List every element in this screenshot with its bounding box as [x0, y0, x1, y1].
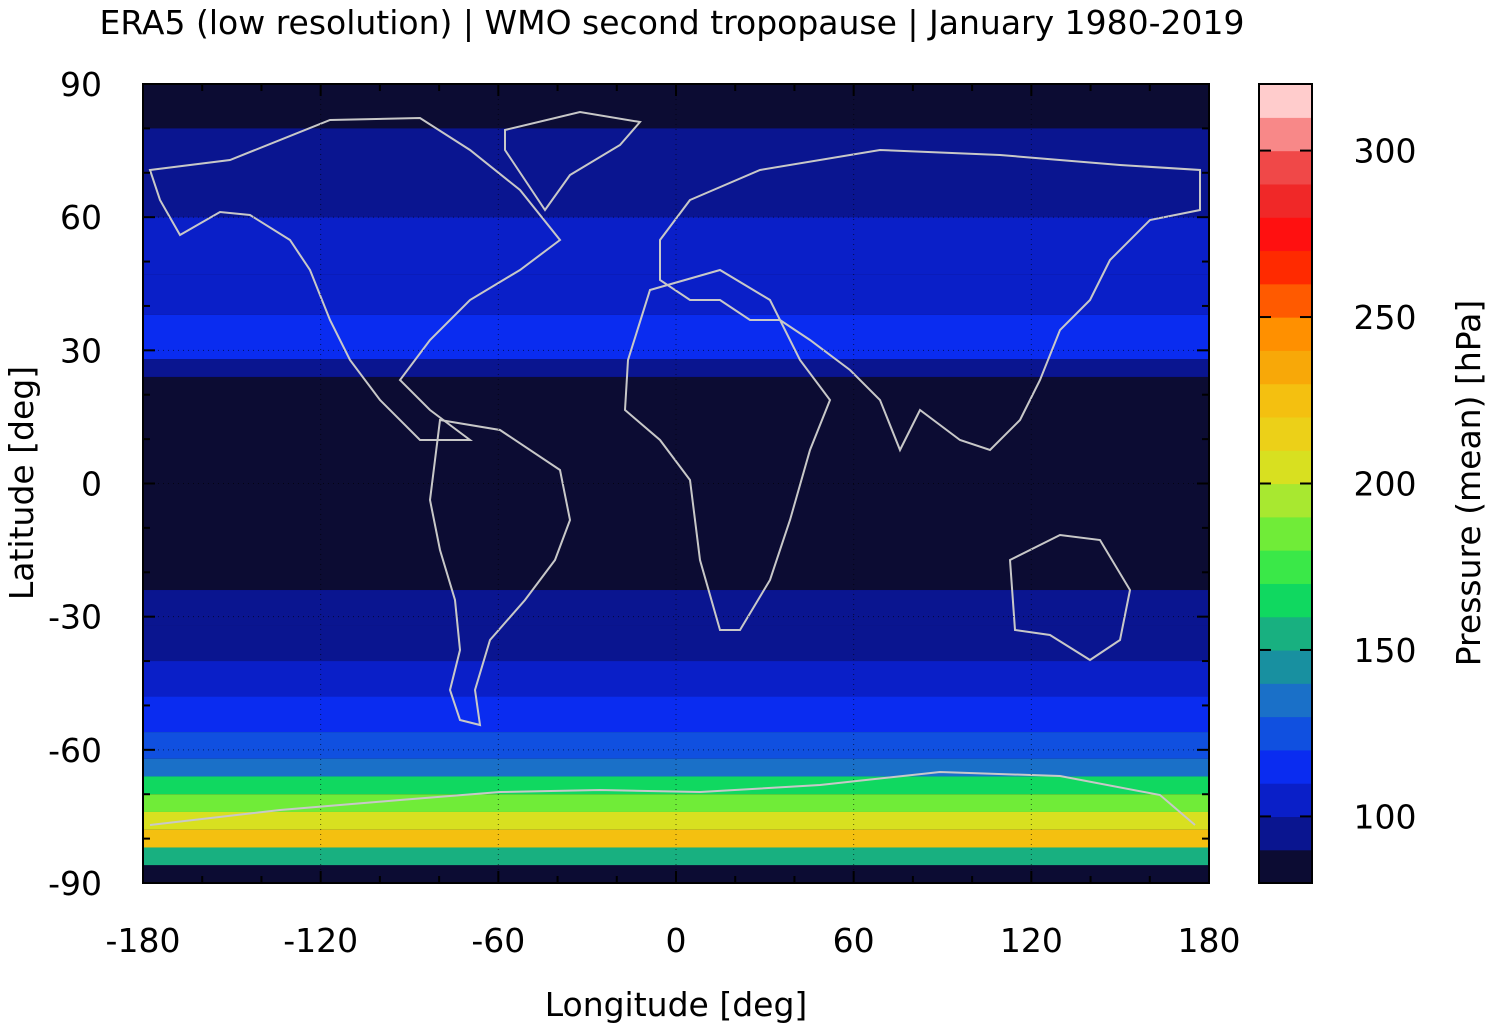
y-tick-label-4: -30	[48, 598, 102, 637]
colorbar-level-9	[1259, 550, 1312, 584]
x-tick-label-3: 0	[666, 921, 687, 960]
tick-marks	[142, 83, 1210, 884]
y-tick-label-2: 30	[60, 331, 102, 370]
colorbar-level-13	[1259, 416, 1312, 451]
colorbar-tick-label-0: 100	[1354, 797, 1417, 836]
colorbar-level-6	[1259, 649, 1312, 684]
colorbar-level-20	[1259, 183, 1312, 218]
grid-lines	[143, 84, 1209, 883]
colorbar-ticks: 100 150 200 250 300	[1259, 132, 1417, 836]
coastline-north-america	[148, 116, 562, 441]
colorbar-level-7	[1259, 616, 1312, 651]
coastline-greenland	[504, 110, 642, 212]
coastline-eurasia	[659, 148, 1201, 453]
heatmap-band-9	[143, 661, 1209, 697]
heatmap-band-13	[143, 776, 1209, 795]
heatmap-bands	[143, 84, 1209, 883]
y-tick-label-3: 0	[81, 465, 102, 504]
colorbar-level-22	[1259, 117, 1312, 152]
colorbar-level-2	[1259, 783, 1312, 818]
heatmap-band-1	[143, 128, 1209, 218]
colorbar-tick-label-1: 150	[1354, 631, 1417, 670]
colorbar-label: Pressure (mean) [hPa]	[1449, 300, 1488, 667]
colorbar-levels	[1259, 84, 1312, 884]
plot-area	[142, 83, 1210, 884]
colorbar-tick-label-2: 200	[1354, 465, 1417, 504]
colorbar-level-5	[1259, 683, 1312, 718]
coastline-africa	[623, 268, 832, 631]
heatmap-band-5	[143, 359, 1209, 377]
colorbar-level-8	[1259, 583, 1312, 618]
y-tick-label-0: 90	[60, 65, 102, 104]
x-tick-labels: -180 -120 -60 0 60 120 180	[106, 921, 1241, 960]
heatmap-band-12	[143, 758, 1209, 777]
colorbar-level-19	[1259, 217, 1312, 252]
heatmap-band-8	[143, 625, 1209, 662]
y-axis-label: Latitude [deg]	[2, 366, 41, 600]
colorbar-level-21	[1259, 150, 1312, 185]
x-tick-label-2: -60	[471, 921, 525, 960]
x-tick-label-4: 60	[833, 921, 875, 960]
colorbar-level-17	[1259, 283, 1312, 318]
colorbar-level-4	[1259, 716, 1312, 751]
colorbar-level-10	[1259, 516, 1312, 551]
x-axis-label: Longitude [deg]	[545, 985, 808, 1024]
colorbar-level-23	[1259, 84, 1312, 118]
colorbar-level-1	[1259, 816, 1312, 851]
x-tick-label-5: 120	[1000, 921, 1063, 960]
heatmap-band-4	[143, 314, 1209, 360]
colorbar-level-15	[1259, 350, 1312, 385]
x-tick-label-6: 180	[1178, 921, 1241, 960]
y-tick-labels: 90 60 30 0 -30 -60 -90	[48, 65, 102, 903]
heatmap-band-16	[143, 829, 1209, 848]
colorbar-level-3	[1259, 749, 1312, 784]
coastline-south-america	[428, 418, 572, 727]
colorbar-level-16	[1259, 317, 1312, 351]
x-tick-label-0: -180	[106, 921, 181, 960]
colorbar-level-14	[1259, 383, 1312, 418]
colorbar-level-11	[1259, 483, 1312, 518]
chart-title: ERA5 (low resolution) | WMO second tropo…	[99, 3, 1244, 42]
coastlines	[148, 110, 1201, 826]
heatmap-band-6	[143, 376, 1209, 591]
heatmap-band-7	[143, 590, 1209, 626]
colorbar-tick-label-4: 300	[1354, 132, 1417, 171]
y-tick-label-6: -90	[48, 864, 102, 903]
y-tick-label-1: 60	[60, 198, 102, 237]
colorbar-level-12	[1259, 450, 1312, 485]
coastline-antarctica	[149, 770, 1196, 826]
colorbar-level-18	[1259, 250, 1312, 285]
colorbar: 100 150 200 250 300	[1258, 83, 1417, 884]
heatmap-band-17	[143, 847, 1209, 866]
heatmap-band-2	[143, 217, 1209, 275]
heatmap-band-15	[143, 811, 1209, 830]
colorbar-level-0	[1259, 849, 1312, 884]
colorbar-tick-label-3: 250	[1354, 298, 1417, 337]
y-tick-label-5: -60	[48, 731, 102, 770]
coastline-australia	[1008, 533, 1132, 662]
x-tick-label-1: -120	[283, 921, 358, 960]
